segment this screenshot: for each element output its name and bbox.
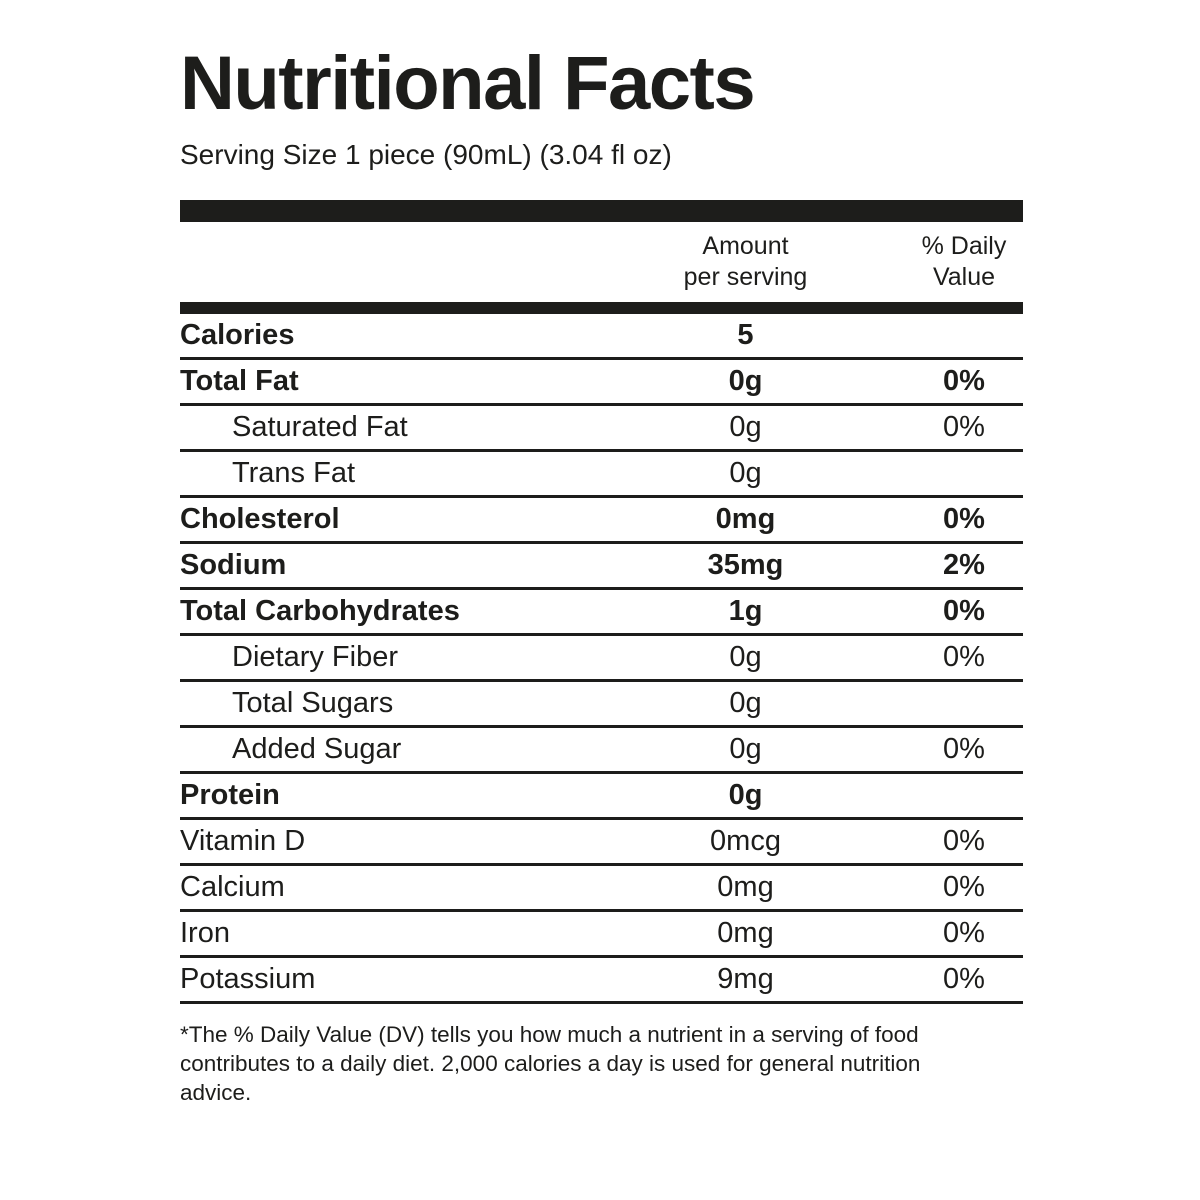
table-row: Protein 0g — [180, 774, 1023, 820]
nutrient-amount: 0mg — [717, 916, 774, 949]
nutrient-label: Iron — [180, 916, 230, 949]
nutrient-daily-value: 0% — [943, 916, 985, 949]
nutrient-daily-value: 0% — [943, 732, 985, 765]
column-headers: Amount per serving % Daily Value — [180, 222, 1023, 302]
nutrition-table-body: Calories 5 Total Fat 0g 0% Saturated Fat… — [180, 314, 1023, 1004]
nutrient-amount: 0g — [729, 410, 762, 443]
page-title: Nutritional Facts — [180, 41, 756, 126]
nutrient-label: Potassium — [180, 962, 316, 995]
table-row: Total Fat 0g 0% — [180, 360, 1023, 406]
nutrient-label: Total Carbohydrates — [180, 594, 460, 627]
nutrient-amount: 1g — [728, 594, 763, 627]
nutrient-label: Saturated Fat — [232, 410, 408, 443]
table-row: Trans Fat 0g — [180, 452, 1023, 498]
nutrient-label: Sodium — [180, 548, 287, 581]
nutrient-daily-value: 0% — [943, 870, 985, 903]
nutrient-amount: 0mg — [717, 870, 774, 903]
table-row: Iron 0mg 0% — [180, 912, 1023, 958]
nutrient-daily-value: 2% — [943, 548, 985, 581]
nutrient-daily-value: 0% — [943, 962, 985, 995]
nutrition-label: Nutritional Facts Serving Size 1 piece (… — [180, 46, 1023, 1107]
nutrient-daily-value: 0% — [943, 824, 985, 857]
top-separator-bar — [180, 199, 1023, 222]
nutrient-amount: 9mg — [717, 962, 774, 995]
table-row: Saturated Fat 0g 0% — [180, 406, 1023, 452]
nutrient-label: Added Sugar — [232, 732, 402, 765]
table-row: Calories 5 — [180, 314, 1023, 360]
nutrient-amount: 0g — [729, 456, 762, 489]
nutrient-label: Protein — [180, 778, 280, 811]
nutrient-label: Cholesterol — [180, 502, 340, 535]
nutrient-amount: 0g — [728, 778, 763, 811]
nutrient-label: Vitamin D — [180, 824, 306, 857]
nutrient-amount: 0g — [729, 640, 762, 673]
table-row: Potassium 9mg 0% — [180, 958, 1023, 1004]
nutrient-label: Total Sugars — [232, 686, 394, 719]
nutrient-daily-value: 0% — [943, 410, 985, 443]
column-header-daily-value: % Daily Value — [921, 231, 1007, 291]
table-row: Total Carbohydrates 1g 0% — [180, 590, 1023, 636]
nutrient-label: Trans Fat — [232, 456, 356, 489]
nutrient-amount: 5 — [737, 318, 754, 351]
column-header-amount: Amount per serving — [683, 231, 808, 291]
table-row: Sodium 35mg 2% — [180, 544, 1023, 590]
nutrient-label: Dietary Fiber — [232, 640, 398, 673]
daily-value-footnote: *The % Daily Value (DV) tells you how mu… — [180, 1021, 921, 1106]
table-row: Calcium 0mg 0% — [180, 866, 1023, 912]
nutrient-amount: 0mcg — [710, 824, 781, 857]
table-row: Vitamin D 0mcg 0% — [180, 820, 1023, 866]
column-header-spacer — [180, 231, 586, 293]
table-row: Total Sugars 0g — [180, 682, 1023, 728]
nutrient-amount: 0mg — [715, 502, 776, 535]
serving-size-text: Serving Size 1 piece (90mL) (3.04 fl oz) — [180, 139, 672, 170]
table-row: Dietary Fiber 0g 0% — [180, 636, 1023, 682]
nutrient-label: Calories — [180, 318, 295, 351]
nutrient-daily-value: 0% — [943, 640, 985, 673]
header-separator-bar — [180, 301, 1023, 314]
nutrient-label: Total Fat — [180, 364, 299, 397]
nutrient-amount: 35mg — [707, 548, 784, 581]
table-row: Added Sugar 0g 0% — [180, 728, 1023, 774]
nutrient-amount: 0g — [729, 686, 762, 719]
nutrient-daily-value: 0% — [943, 502, 985, 535]
nutrient-daily-value: 0% — [943, 594, 985, 627]
nutrient-label: Calcium — [180, 870, 285, 903]
nutrient-daily-value: 0% — [943, 364, 985, 397]
nutrient-amount: 0g — [728, 364, 763, 397]
table-row: Cholesterol 0mg 0% — [180, 498, 1023, 544]
nutrient-amount: 0g — [729, 732, 762, 765]
